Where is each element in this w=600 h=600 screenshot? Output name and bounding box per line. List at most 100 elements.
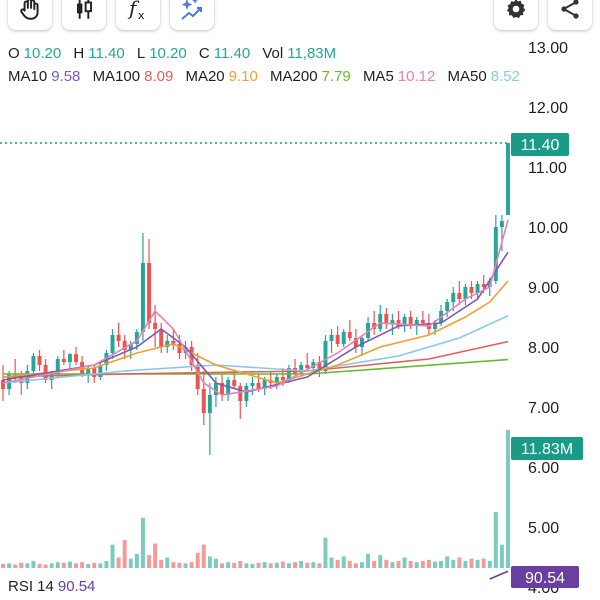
candle-body (232, 380, 237, 386)
volume-bar (481, 558, 486, 568)
volume-label: Vol (262, 45, 284, 62)
candlesticks (1, 143, 510, 455)
chart-type-button[interactable] (62, 0, 106, 30)
price-tag: 11.40 (511, 133, 569, 156)
candle-body (177, 344, 182, 353)
volume-bar (262, 562, 267, 568)
volume-bar (226, 562, 231, 568)
candle-body (469, 287, 474, 293)
volume-bar (341, 556, 346, 568)
volume-bar (165, 557, 170, 568)
volume-bar (25, 563, 30, 568)
y-tick-label: 12.00 (528, 100, 568, 117)
candle-body (98, 365, 103, 377)
candle-body (414, 320, 419, 326)
share-button[interactable] (548, 0, 592, 30)
volume-bar (433, 561, 437, 568)
hand-gesture-icon (20, 0, 39, 20)
candle-body (195, 365, 200, 389)
y-tick-label: 5.00 (528, 520, 559, 537)
candle-body (55, 359, 60, 374)
y-tick-label: 8.00 (528, 340, 559, 357)
candle-body (189, 347, 194, 365)
candle-body (493, 227, 498, 281)
volume-bar (451, 559, 456, 568)
volume-bar (475, 559, 480, 568)
volume-bar (80, 562, 85, 568)
candle-body (463, 287, 468, 299)
volume-bar (323, 537, 328, 568)
ma-value: 9.58 (51, 68, 81, 85)
volume-bar (329, 557, 334, 568)
volume-bar (238, 561, 243, 568)
share-icon (561, 0, 579, 19)
low-label: L (136, 45, 146, 62)
rsi-tag-text: 90.54 (525, 570, 565, 587)
volume-bar (506, 430, 510, 568)
volume-bar (7, 563, 12, 568)
hand-gesture-button[interactable] (8, 0, 52, 30)
volume-bar (213, 558, 218, 568)
candle-body (317, 362, 322, 371)
volume-bar (396, 561, 401, 568)
candle-body (86, 368, 91, 374)
volume-bar (299, 561, 304, 568)
ma-label: MA50 (447, 68, 487, 85)
ai-insight-button[interactable] (170, 0, 214, 30)
low-value: 10.20 (149, 45, 187, 62)
candle-body (451, 293, 456, 302)
volume-bar (61, 562, 66, 568)
volume-bar (384, 559, 389, 568)
indicators-button[interactable]: f x (116, 0, 160, 30)
candle-body (433, 323, 437, 329)
volume-bar (426, 559, 431, 568)
candle-body (153, 323, 158, 329)
candle-body (481, 284, 486, 287)
candlestick-icon (76, 0, 93, 19)
volume-bar (74, 563, 78, 568)
candle-body (366, 323, 371, 338)
candle-body (402, 317, 407, 326)
candle-body (116, 335, 121, 341)
candle-body (37, 356, 42, 365)
y-tick-label: 11.00 (528, 160, 567, 177)
volume-bar (469, 558, 474, 568)
volume-bar (347, 561, 352, 568)
y-axis: 13.00 12.00 11.00 10.00 9.00 8.00 7.00 6.00 5.00… (528, 40, 568, 597)
volume-bar (420, 561, 425, 568)
volume-bar (232, 562, 237, 568)
price-tag-text: 11.40 (521, 137, 560, 154)
volume-bar (250, 563, 255, 568)
volume-bar (487, 561, 492, 568)
volume-bar (140, 517, 145, 568)
volume-bar (153, 543, 158, 568)
y-tick-label: 6.00 (528, 460, 559, 477)
candle-body (67, 354, 72, 362)
candle-body (74, 354, 78, 362)
ma-label: MA100 (92, 68, 141, 85)
volume-bar (414, 562, 419, 568)
volume-bar (207, 556, 212, 568)
close-value: 11.40 (213, 45, 251, 62)
candle-body (280, 377, 285, 380)
candle-body (372, 323, 377, 329)
candle-body (110, 335, 115, 353)
ma-value: 9.10 (228, 68, 258, 85)
ma-value: 7.79 (321, 68, 351, 85)
volume-bar (256, 562, 261, 568)
ma-line-ma50 (2, 315, 509, 384)
rsi-label: RSI 14 (8, 578, 54, 595)
volume-bar (19, 562, 24, 568)
volume-bar (43, 564, 48, 568)
candle-body (134, 332, 139, 344)
settings-button[interactable] (494, 0, 538, 30)
y-tick-label: 9.00 (528, 280, 559, 297)
ohlc-legend: O 10.20 H 11.40 L 10.20 C 11.40 Vol 11,83M (8, 45, 344, 62)
candle-body (408, 317, 413, 326)
candle-body (250, 383, 255, 386)
rsi-line (489, 570, 509, 580)
candle-body (499, 221, 504, 227)
candle-body (311, 362, 316, 368)
volume-tag: 11.83M (511, 437, 583, 460)
